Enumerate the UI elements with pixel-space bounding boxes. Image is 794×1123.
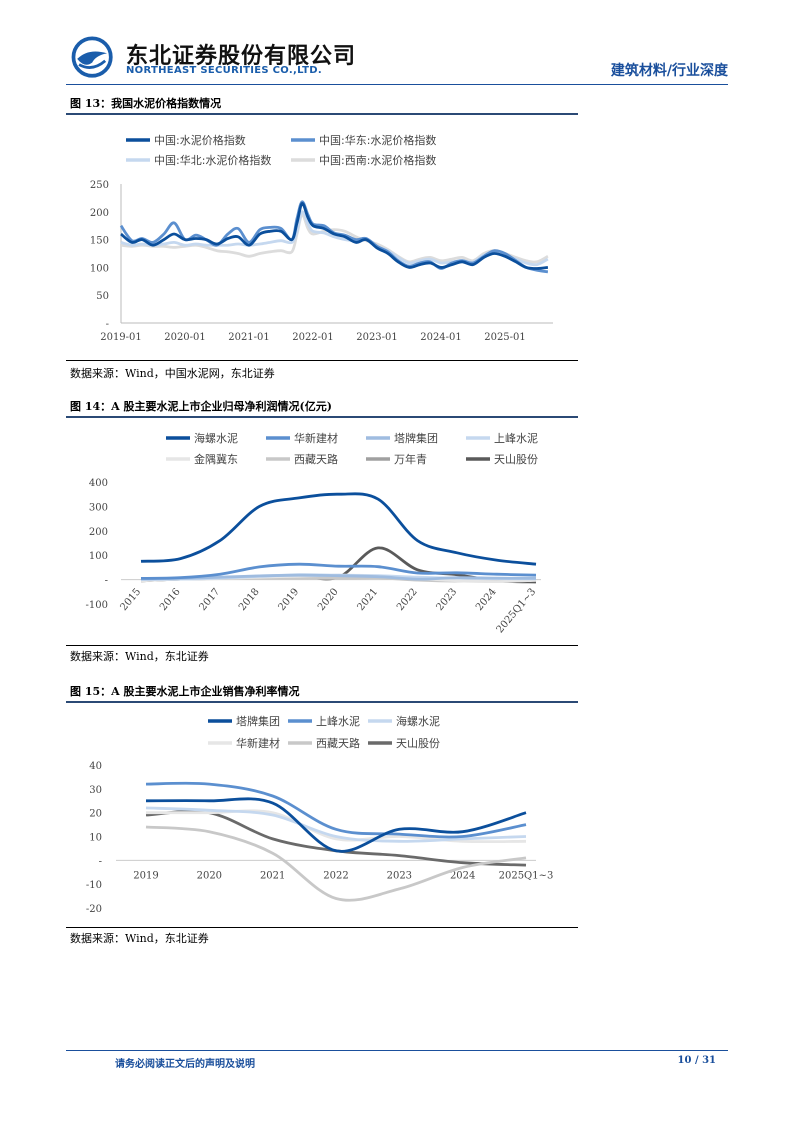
fig15-y-tick: 20 [89, 809, 102, 820]
fig13-x-tick: 2020-01 [164, 332, 206, 343]
fig15-legend-label: 海螺水泥 [396, 714, 440, 728]
figure-15-source: 数据来源：Wind，东北证券 [70, 932, 209, 945]
figure-13-chart: 中国:水泥价格指数 中国:华东:水泥价格指数中国:华北:水泥价格指数 中国:西南:水… [66, 118, 578, 362]
fig14-y-tick: -100 [86, 600, 108, 611]
fig14-x-tick: 2025Q1~3 [495, 586, 539, 635]
fig14-series-line [140, 573, 537, 581]
figure-13-source: 数据来源：Wind，中国水泥网，东北证券 [70, 367, 275, 380]
fig15-series-line [145, 806, 527, 843]
fig15-x-tick: 2025Q1~3 [499, 870, 554, 881]
fig14-y-tick: 200 [89, 527, 108, 538]
figure-15-title: 图 15：A 股主要水泥上市企业销售净利率情况 [70, 685, 300, 698]
page-number: 10 / 31 [677, 1055, 716, 1066]
fig13-x-tick: 2023-01 [356, 332, 398, 343]
fig14-y-tick: - [105, 576, 108, 587]
company-name-en: NORTHEAST SECURITIES CO.,LTD. [126, 65, 322, 76]
fig14-legend-label: 上峰水泥 [494, 432, 538, 445]
figure-15-bottom-rule [66, 927, 578, 928]
fig13-legend-label: 中国:西南:水泥价格指数 [319, 153, 436, 167]
fig15-legend-label: 华新建材 [236, 736, 280, 750]
fig14-x-tick: 2023 [435, 586, 460, 613]
fig14-legend-label: 金隅冀东 [194, 452, 238, 466]
footer-divider [66, 1050, 728, 1051]
fig15-x-tick: 2019 [133, 870, 158, 881]
fig15-x-tick: 2023 [387, 870, 412, 881]
fig13-y-tick: - [106, 319, 109, 330]
fig13-y-tick: 250 [90, 180, 109, 191]
fig15-legend-label: 西藏天路 [316, 737, 360, 750]
fig14-series-line [140, 562, 537, 580]
fig15-series-line [145, 825, 527, 902]
fig15-y-tick: 10 [89, 833, 102, 844]
header-divider [66, 84, 728, 85]
fig14-legend-label: 万年青 [394, 452, 427, 466]
fig14-x-tick: 2024 [474, 586, 499, 613]
fig13-y-tick: 100 [90, 263, 109, 274]
fig15-x-tick: 2021 [260, 870, 285, 881]
fig13-y-tick: 50 [96, 291, 109, 302]
fig14-x-tick: 2019 [277, 586, 302, 613]
fig15-y-tick: 40 [89, 761, 102, 772]
fig14-x-tick: 2017 [198, 586, 223, 613]
fig13-legend-label: 中国:华东:水泥价格指数 [319, 133, 436, 147]
fig15-legend-label: 天山股份 [396, 737, 440, 750]
fig15-legend-label: 塔牌集团 [236, 714, 280, 728]
figure-14-chart: 海螺水泥 华新建材 塔牌集团 上峰水泥金隅冀东 西藏天路 万年青 天山股份 400 300 200… [66, 420, 578, 648]
footer-disclaimer: 请务必阅读正文后的声明及说明 [115, 1059, 255, 1070]
fig13-legend-label: 中国:水泥价格指数 [154, 133, 246, 147]
fig15-x-tick: 2024 [450, 870, 475, 881]
fig14-y-tick: 100 [89, 551, 108, 562]
fig14-x-tick: 2020 [316, 586, 341, 613]
fig15-y-tick: 30 [89, 785, 102, 796]
figure-13-title: 图 13：我国水泥价格指数情况 [70, 97, 222, 110]
fig14-x-tick: 2015 [119, 586, 144, 613]
fig14-x-tick: 2018 [237, 586, 262, 613]
fig14-legend-label: 西藏天路 [294, 453, 338, 466]
fig13-x-tick: 2025-01 [484, 332, 526, 343]
fig13-x-tick: 2024-01 [420, 332, 462, 343]
fig13-series-line [120, 202, 549, 270]
fig13-x-tick: 2022-01 [292, 332, 334, 343]
report-category: 建筑材料/行业深度 [610, 63, 728, 79]
fig15-x-tick: 2020 [197, 870, 222, 881]
figure-14-title: 图 14：A 股主要水泥上市企业归母净利润情况(亿元) [70, 400, 332, 413]
fig13-y-tick: 150 [90, 236, 109, 247]
company-name-cn: 东北证券股份有限公司 [126, 44, 357, 69]
fig15-series-line [145, 781, 527, 839]
fig14-legend-label: 塔牌集团 [394, 431, 438, 445]
figure-14-top-rule [66, 416, 578, 418]
figure-14-source: 数据来源：Wind，东北证券 [70, 650, 209, 663]
figure-13-bottom-rule [66, 360, 578, 361]
fig15-legend-label: 上峰水泥 [316, 715, 360, 728]
fig15-y-tick: -20 [86, 904, 102, 915]
fig14-x-tick: 2022 [395, 586, 420, 613]
fig15-y-tick: - [99, 856, 102, 867]
fig13-y-tick: 200 [90, 208, 109, 219]
fig15-series-line [145, 809, 527, 844]
fig13-series-line [119, 200, 549, 274]
fig15-x-tick: 2022 [323, 870, 348, 881]
fig13-x-tick: 2021-01 [228, 332, 270, 343]
fig14-x-tick: 2016 [158, 586, 183, 613]
fig14-x-tick: 2021 [356, 586, 381, 613]
fig14-y-tick: 400 [89, 478, 108, 489]
fig15-y-tick: -10 [86, 880, 102, 891]
fig13-legend-label: 中国:华北:水泥价格指数 [154, 153, 271, 167]
fig14-legend-label: 天山股份 [494, 453, 538, 466]
fig14-y-tick: 300 [89, 502, 108, 513]
figure-15-top-rule [66, 701, 578, 703]
figure-15-chart: 塔牌集团 上峰水泥 海螺水泥华新建材 西藏天路 天山股份 40 30 20 10 - -10 -20 2… [66, 705, 578, 931]
figure-14-bottom-rule [66, 645, 578, 646]
fig14-legend-label: 华新建材 [294, 431, 338, 445]
company-logo [71, 36, 113, 78]
fig14-legend-label: 海螺水泥 [194, 431, 238, 445]
fig13-x-tick: 2019-01 [100, 332, 142, 343]
figure-13-top-rule [66, 113, 578, 115]
fig15-series-line [145, 797, 527, 853]
fig14-series-line [140, 492, 537, 566]
